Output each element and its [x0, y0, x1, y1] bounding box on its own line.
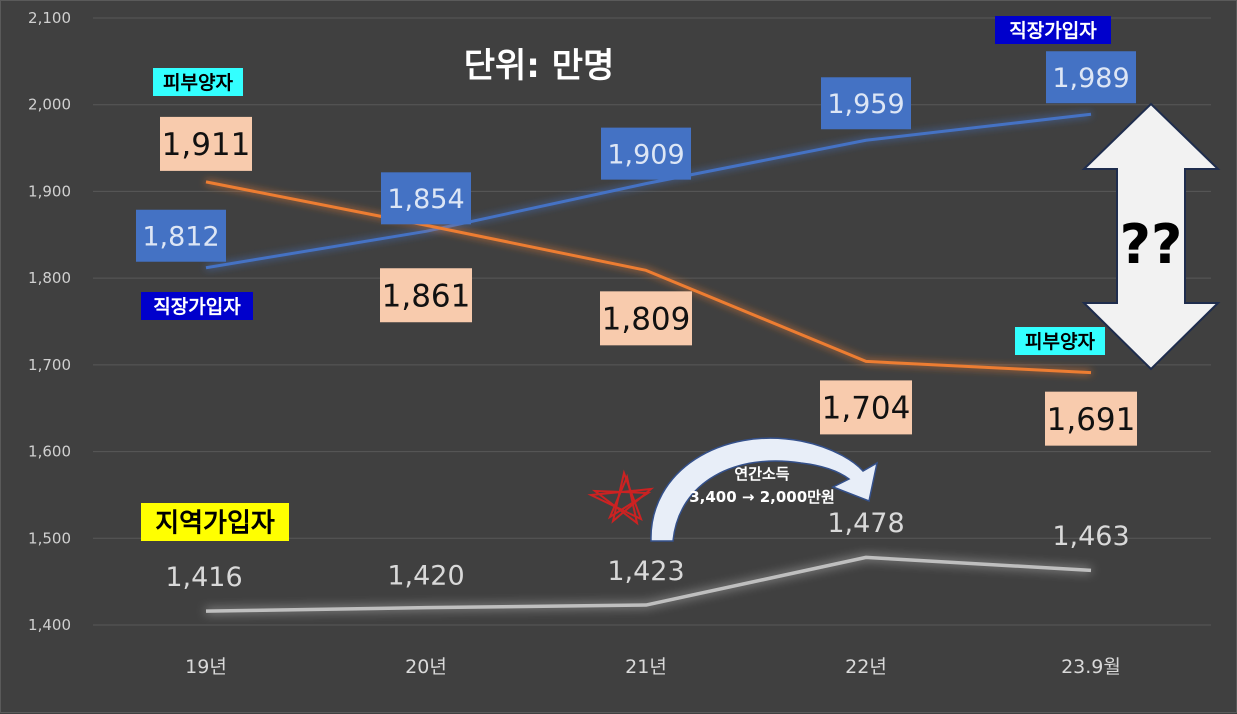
y-tick-label: 2,100: [28, 9, 71, 27]
series-line: [205, 555, 1092, 613]
x-axis: 19년 20년 21년 22년 23.9월: [185, 656, 1121, 678]
x-tick-label: 19년: [185, 656, 227, 678]
y-tick-label: 1,600: [28, 443, 71, 461]
data-label: 1,478: [827, 508, 904, 539]
data-label: 1,854: [387, 184, 464, 215]
data-labels: 1,812 1,854 1,909 1,959 1,989 1,911 1,861 1,809…: [136, 51, 1137, 593]
x-tick-label: 23.9월: [1061, 656, 1121, 678]
series-line: [205, 112, 1092, 270]
series-tag-box: [153, 68, 243, 96]
series-tag: 직장가입자: [1009, 20, 1097, 42]
x-tick-label: 22년: [845, 656, 887, 678]
series-line: [205, 180, 1092, 375]
data-label-box: [601, 127, 691, 180]
series-tag: 피부양자: [163, 72, 233, 94]
y-tick-label: 1,800: [28, 269, 71, 287]
data-label: 1,911: [162, 127, 251, 163]
data-label-box: [381, 172, 471, 225]
series-tag: 피부양자: [1025, 331, 1095, 353]
data-label: 1,861: [382, 278, 471, 314]
data-label: 1,691: [1047, 402, 1136, 438]
data-label: 1,959: [827, 89, 904, 120]
data-label: 1,463: [1052, 521, 1129, 552]
series-tag: 직장가입자: [153, 296, 241, 318]
data-label-box: [136, 209, 226, 262]
series-lines: [205, 112, 1092, 613]
star-doodle-icon: [587, 469, 655, 526]
income-note-line1: 연간소득: [734, 465, 789, 483]
x-tick-label: 21년: [625, 656, 667, 678]
data-label-box: [821, 77, 911, 130]
data-label: 1,416: [165, 562, 242, 593]
data-label: 1,809: [602, 301, 691, 337]
series-tag: 지역가입자: [155, 508, 275, 538]
data-label: 1,704: [822, 391, 911, 427]
data-label-box: [820, 380, 912, 435]
chart-title: 단위: 만명: [464, 46, 615, 86]
double-arrow-icon: [1081, 102, 1221, 371]
series-tag-box: [995, 16, 1111, 44]
curved-arrow-icon: [650, 437, 879, 542]
series-tag-box: [141, 503, 289, 541]
data-label-box: [1046, 51, 1136, 104]
y-tick-label: 1,900: [28, 182, 71, 200]
series-tag-box: [141, 292, 253, 320]
y-tick-label: 1,700: [28, 356, 71, 374]
x-tick-label: 20년: [405, 656, 447, 678]
data-label-box: [600, 291, 692, 346]
y-tick-label: 2,000: [28, 96, 71, 114]
data-label: 1,423: [607, 556, 684, 587]
series-tag-box: [1015, 327, 1105, 355]
y-tick-label: 1,500: [28, 529, 71, 547]
data-label: 1,989: [1052, 63, 1129, 94]
question-marks: ??: [1120, 213, 1183, 276]
data-label-box: [160, 116, 252, 171]
data-label-box: [380, 268, 472, 323]
income-note-line2: 3,400 → 2,000만원: [689, 488, 835, 506]
data-label: 1,909: [607, 139, 684, 170]
y-tick-label: 1,400: [28, 616, 71, 634]
y-axis: 1,400 1,500 1,600 1,700 1,800 1,900 2,000 2,100: [28, 9, 71, 634]
data-label: 1,420: [387, 560, 464, 591]
data-label-box: [1045, 391, 1137, 446]
data-label: 1,812: [142, 221, 219, 252]
